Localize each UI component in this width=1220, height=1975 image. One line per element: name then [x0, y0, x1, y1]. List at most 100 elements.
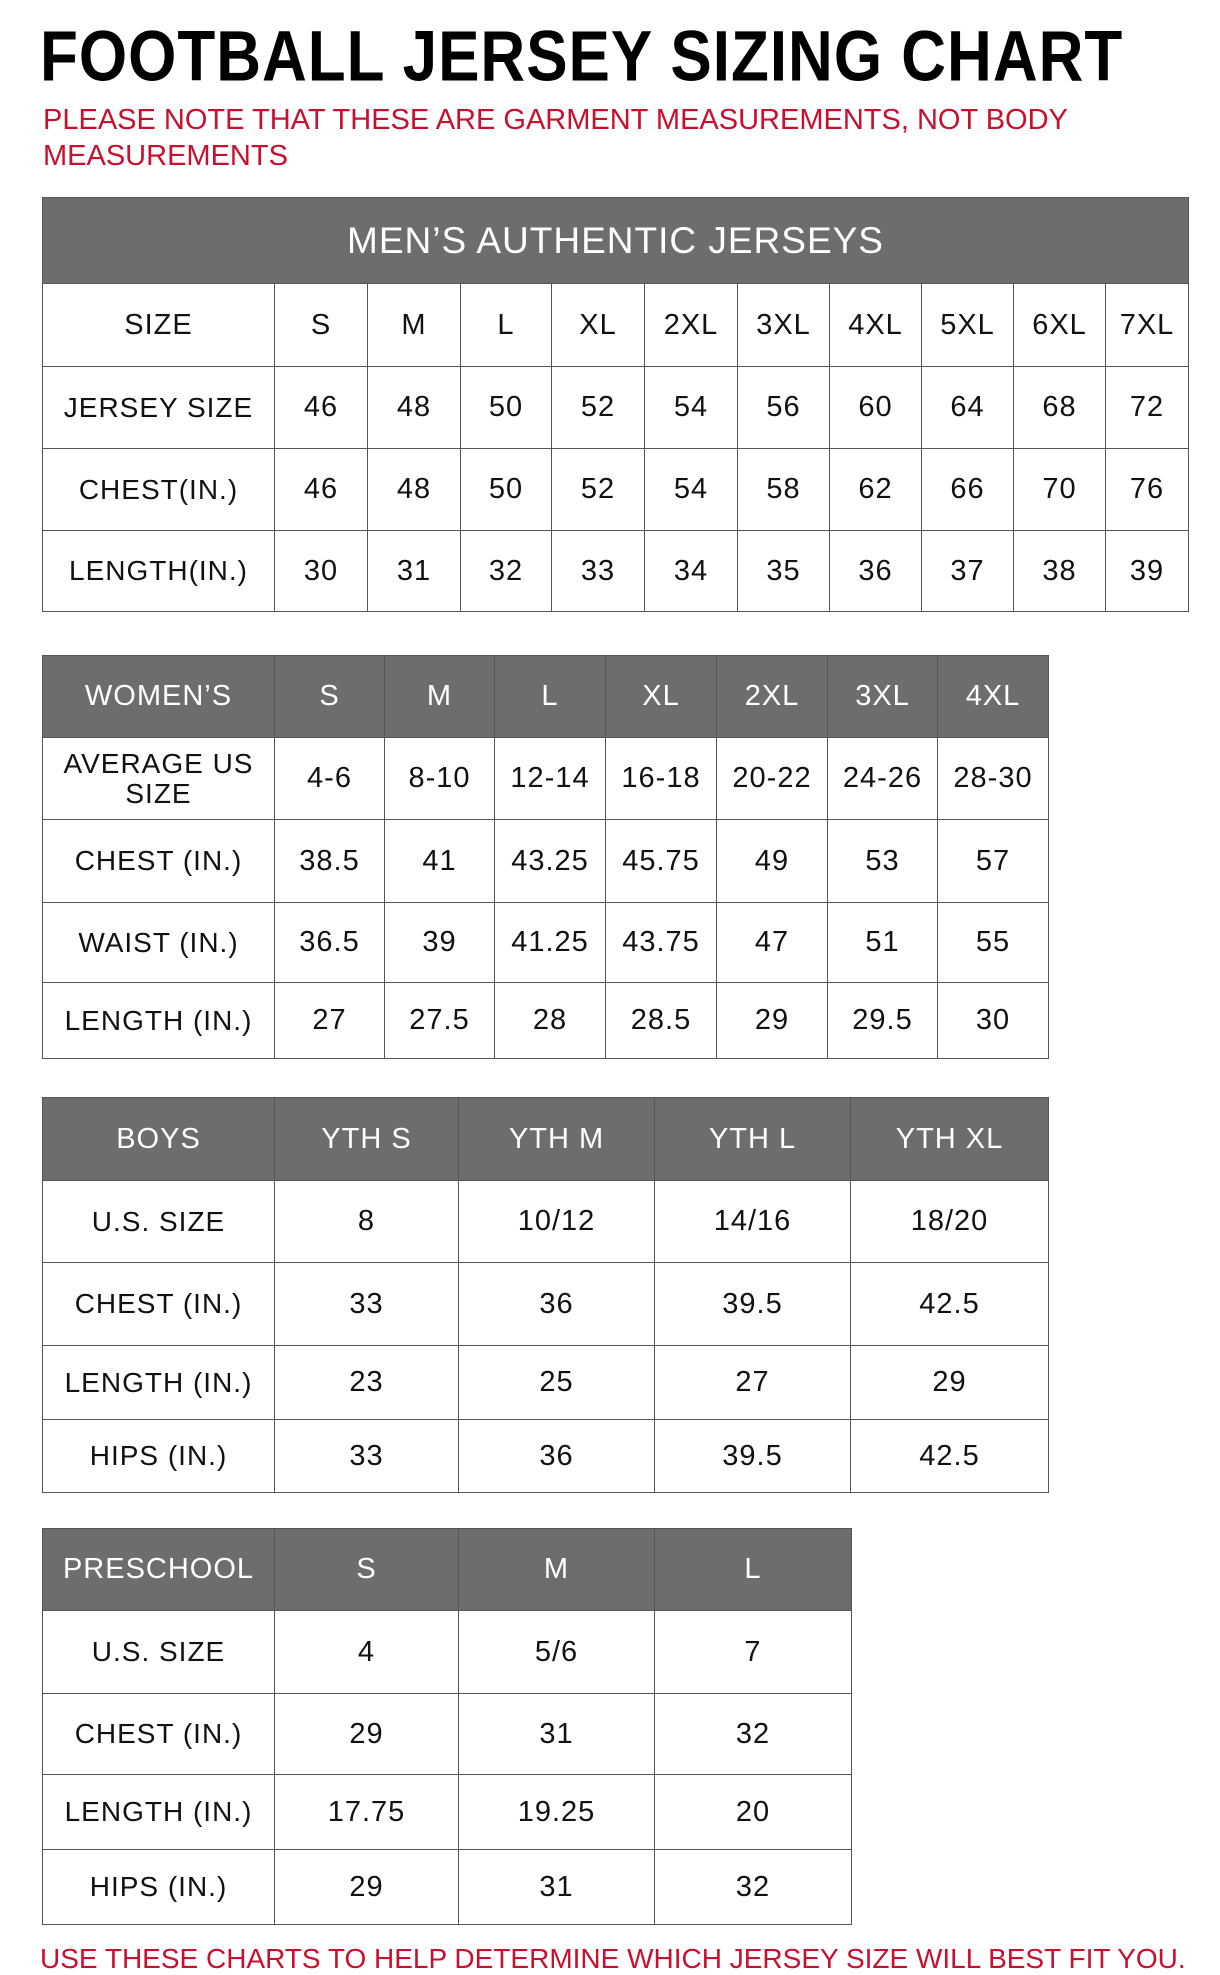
row-label: CHEST (IN.): [42, 819, 275, 903]
table-row: CHEST (IN.) 33 36 39.5 42.5: [42, 1262, 1049, 1346]
size-column-header: 6XL: [1013, 283, 1106, 367]
measurement-cell: 39: [1104, 530, 1190, 612]
garment-measurement-note: PLEASE NOTE THAT THESE ARE GARMENT MEASU…: [43, 104, 1068, 172]
measurement-cell: 52: [551, 448, 645, 531]
measurement-cell: 29: [850, 1345, 1049, 1420]
measurement-cell: 33: [274, 1262, 459, 1346]
measurement-cell: 19.25: [458, 1774, 655, 1850]
womens-size-table: WOMEN’S S M L XL 2XL 3XL 4XL AVERAGE US SIZE 4-6 8…: [42, 655, 1049, 1059]
measurement-cell: 12-14: [494, 737, 606, 820]
measurement-cell: 31: [458, 1849, 655, 1925]
measurement-cell: 32: [654, 1849, 852, 1925]
measurement-cell: 39.5: [654, 1262, 851, 1346]
measurement-cell: 66: [921, 448, 1014, 531]
table-banner-title: MEN’S AUTHENTIC JERSEYS: [41, 197, 1190, 284]
row-label: LENGTH (IN.): [42, 982, 275, 1059]
footer-note: USE THESE CHARTS TO HELP DETERMINE WHICH…: [40, 1943, 1186, 1974]
row-label: U.S. SIZE: [42, 1180, 275, 1263]
measurement-cell: 27: [274, 982, 385, 1059]
row-label: U.S. SIZE: [42, 1610, 275, 1694]
measurement-cell: 7: [654, 1610, 852, 1694]
row-label: LENGTH (IN.): [42, 1774, 275, 1850]
table-header-row: WOMEN’S S M L XL 2XL 3XL 4XL: [42, 655, 1049, 738]
size-column-header: 2XL: [716, 655, 828, 738]
measurement-cell: 51: [827, 902, 938, 983]
measurement-cell: 62: [829, 448, 922, 531]
measurement-cell: 50: [460, 448, 552, 531]
measurement-cell: 31: [458, 1693, 655, 1775]
measurement-cell: 36.5: [274, 902, 385, 983]
table-row: CHEST (IN.) 29 31 32: [42, 1693, 852, 1775]
measurement-cell: 42.5: [850, 1419, 1049, 1493]
measurement-cell: 76: [1104, 448, 1190, 531]
measurement-cell: 39.5: [654, 1419, 851, 1493]
size-column-header: M: [367, 283, 461, 367]
measurement-cell: 42.5: [850, 1262, 1049, 1346]
row-label: AVERAGE US SIZE: [42, 737, 275, 820]
measurement-cell: 56: [737, 366, 830, 449]
measurement-cell: 27.5: [384, 982, 495, 1059]
table-row: LENGTH (IN.) 17.75 19.25 20: [42, 1774, 852, 1850]
header-label: PRESCHOOL: [42, 1528, 275, 1611]
measurement-cell: 52: [551, 366, 645, 449]
measurement-cell: 28-30: [937, 737, 1049, 820]
measurement-cell: 43.25: [494, 819, 606, 903]
table-row: HIPS (IN.) 29 31 32: [42, 1849, 852, 1925]
table-header-row: SIZE S M L XL 2XL 3XL 4XL 5XL 6XL 7XL: [42, 283, 1190, 367]
measurement-cell: 64: [921, 366, 1014, 449]
measurement-cell: 5/6: [458, 1610, 655, 1694]
measurement-cell: 29: [716, 982, 828, 1059]
size-column-header: M: [458, 1528, 655, 1611]
measurement-cell: 43.75: [605, 902, 717, 983]
table-row: JERSEY SIZE 46 48 50 52 54 56 60 64 68 72: [42, 366, 1190, 449]
measurement-cell: 53: [827, 819, 938, 903]
measurement-cell: 29: [274, 1693, 459, 1775]
size-column-header: 3XL: [737, 283, 830, 367]
measurement-cell: 70: [1013, 448, 1106, 531]
size-column-header: 7XL: [1104, 283, 1190, 367]
measurement-cell: 57: [937, 819, 1049, 903]
row-label: LENGTH(IN.): [42, 530, 275, 612]
size-column-header: YTH M: [458, 1097, 655, 1181]
table-row: CHEST (IN.) 38.5 41 43.25 45.75 49 53 57: [42, 819, 1049, 903]
measurement-cell: 37: [921, 530, 1014, 612]
measurement-cell: 8-10: [384, 737, 495, 820]
measurement-cell: 33: [274, 1419, 459, 1493]
measurement-cell: 68: [1013, 366, 1106, 449]
boys-size-table: BOYS YTH S YTH M YTH L YTH XL U.S. SIZE 8 10/12…: [42, 1097, 1049, 1493]
measurement-cell: 39: [384, 902, 495, 983]
measurement-cell: 32: [460, 530, 552, 612]
measurement-cell: 47: [716, 902, 828, 983]
measurement-cell: 46: [274, 366, 368, 449]
measurement-cell: 29.5: [827, 982, 938, 1059]
measurement-cell: 45.75: [605, 819, 717, 903]
measurement-cell: 16-18: [605, 737, 717, 820]
measurement-cell: 30: [274, 530, 368, 612]
measurement-cell: 23: [274, 1345, 459, 1420]
measurement-cell: 28: [494, 982, 606, 1059]
preschool-size-table: PRESCHOOL S M L U.S. SIZE 4 5/6 7 CHEST (IN.) 29 3…: [42, 1528, 852, 1925]
measurement-cell: 4: [274, 1610, 459, 1694]
row-label: CHEST(IN.): [42, 448, 275, 531]
size-column-header: 4XL: [937, 655, 1049, 738]
measurement-cell: 48: [367, 448, 461, 531]
measurement-cell: 54: [644, 448, 738, 531]
table-header-row: PRESCHOOL S M L: [42, 1528, 852, 1611]
measurement-cell: 31: [367, 530, 461, 612]
row-label: LENGTH (IN.): [42, 1345, 275, 1420]
measurement-cell: 38: [1013, 530, 1106, 612]
size-column-header: XL: [605, 655, 717, 738]
size-column-header: L: [494, 655, 606, 738]
table-row: AVERAGE US SIZE 4-6 8-10 12-14 16-18 20-22 24-…: [42, 737, 1049, 820]
measurement-cell: 4-6: [274, 737, 385, 820]
table-row: LENGTH(IN.) 30 31 32 33 34 35 36 37 38 39: [42, 530, 1190, 612]
row-label: WAIST (IN.): [42, 902, 275, 983]
measurement-cell: 49: [716, 819, 828, 903]
header-label: SIZE: [42, 283, 275, 367]
size-column-header: L: [654, 1528, 852, 1611]
measurement-cell: 20-22: [716, 737, 828, 820]
table-row: WAIST (IN.) 36.5 39 41.25 43.75 47 51 55: [42, 902, 1049, 983]
measurement-cell: 36: [829, 530, 922, 612]
measurement-cell: 55: [937, 902, 1049, 983]
size-column-header: S: [274, 655, 385, 738]
